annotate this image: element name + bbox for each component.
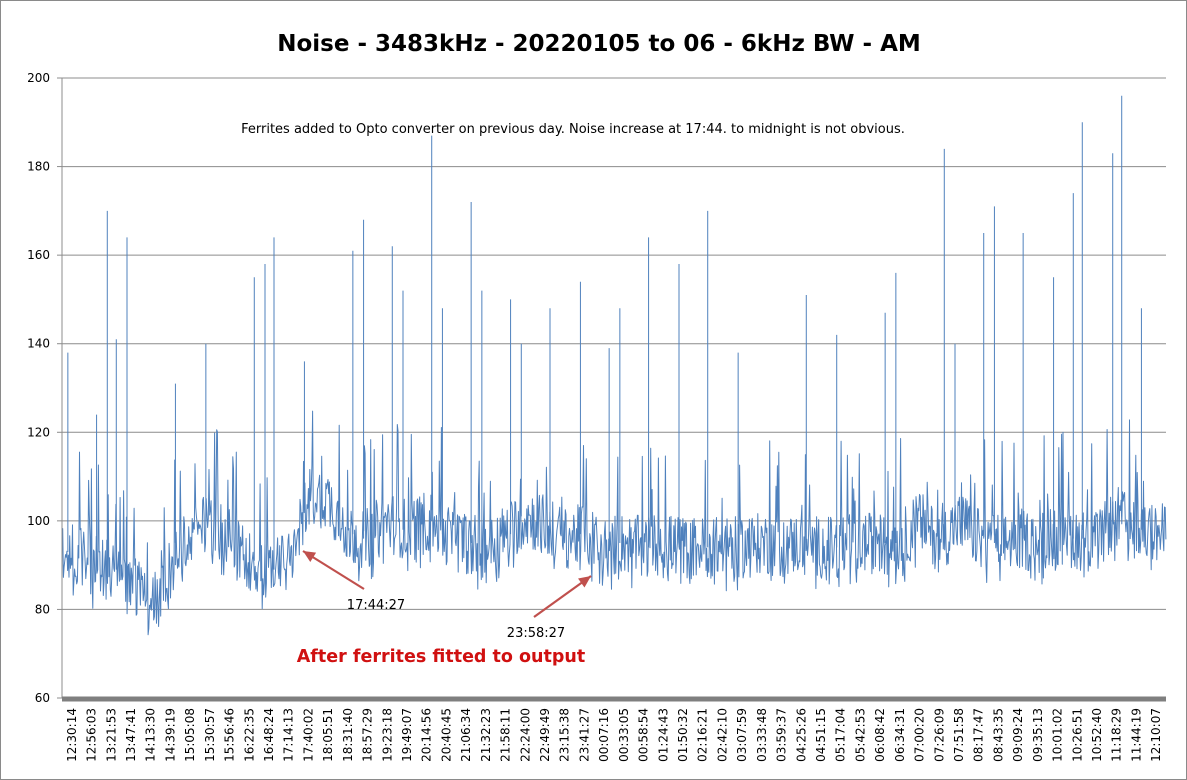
- series-layer: [61, 95, 1167, 636]
- x-tick-label: 09:09:24: [1011, 708, 1025, 762]
- y-tick-label: 120: [27, 425, 50, 439]
- y-tick-label: 180: [27, 160, 50, 174]
- x-tick-label: 03:59:37: [775, 708, 789, 762]
- x-tick-label: 14:13:30: [144, 708, 158, 762]
- gridlines: [62, 77, 1166, 610]
- x-tick-label: 23:41:27: [577, 708, 591, 762]
- arrow-2-label: 23:58:27: [507, 626, 565, 641]
- x-tick-label: 18:57:29: [361, 708, 375, 762]
- x-tick-label: 07:26:09: [932, 708, 946, 762]
- x-tick-label: 00:58:54: [637, 708, 651, 762]
- x-tick-label: 15:56:46: [223, 708, 237, 762]
- x-tick-label: 06:08:42: [873, 708, 887, 762]
- x-tick-label: 01:24:43: [656, 708, 670, 762]
- x-tick-label: 17:40:02: [301, 708, 315, 762]
- y-tick-label: 160: [27, 248, 50, 262]
- x-tick-label: 22:24:00: [518, 708, 532, 762]
- x-tick-label: 01:50:32: [676, 708, 690, 762]
- x-tick-label: 10:52:40: [1090, 708, 1104, 762]
- x-tick-label: 07:00:20: [913, 708, 927, 762]
- arrow-1-label: 17:44:27: [347, 598, 405, 613]
- x-tick-label: 12:10:07: [1149, 708, 1163, 762]
- y-tick-label: 200: [27, 71, 50, 85]
- x-tick-label: 03:07:59: [735, 708, 749, 762]
- y-axis-ticks: 60 80 100 120 140 160 180 200: [27, 71, 62, 705]
- axes: [61, 78, 1166, 702]
- arrow-2358: [533, 575, 592, 618]
- x-tick-label: 20:14:56: [420, 708, 434, 762]
- x-tick-label: 15:05:08: [183, 708, 197, 762]
- x-tick-label: 06:34:31: [893, 708, 907, 762]
- x-tick-label: 10:01:02: [1051, 708, 1065, 762]
- y-tick-label: 60: [35, 691, 50, 705]
- x-tick-label: 16:22:35: [242, 708, 256, 762]
- ferrites-caption: After ferrites fitted to output: [297, 647, 585, 667]
- arrow-1744: [302, 550, 365, 590]
- x-tick-label: 19:23:18: [380, 708, 394, 762]
- x-tick-label: 00:07:16: [597, 708, 611, 762]
- x-tick-label: 13:47:41: [124, 708, 138, 762]
- note-annotation: Ferrites added to Opto converter on prev…: [241, 122, 905, 137]
- x-tick-label: 05:42:53: [853, 708, 867, 762]
- x-tick-label: 10:26:51: [1070, 708, 1084, 762]
- x-tick-label: 19:49:07: [400, 708, 414, 762]
- x-tick-label: 15:30:57: [203, 708, 217, 762]
- x-tick-label: 05:17:04: [834, 708, 848, 762]
- x-tick-label: 16:48:24: [262, 708, 276, 762]
- x-tick-label: 09:35:13: [1031, 708, 1045, 762]
- x-tick-label: 12:56:03: [85, 708, 99, 762]
- x-tick-label: 18:05:51: [321, 708, 335, 762]
- x-tick-label: 11:18:29: [1110, 708, 1124, 762]
- x-tick-label: 08:17:47: [972, 708, 986, 762]
- x-tick-label: 12:30:14: [65, 708, 79, 762]
- x-tick-label: 13:21:53: [104, 708, 118, 762]
- x-axis-ticks: 12:30:14 12:56:03 13:21:53 13:47:41 14:13:30…: [65, 708, 1163, 762]
- chart-title: Noise - 3483kHz - 20220105 to 06 - 6kHz …: [277, 31, 921, 57]
- x-tick-label: 11:44:19: [1129, 708, 1143, 762]
- x-tick-label: 02:16:21: [696, 708, 710, 762]
- x-tick-label: 02:42:10: [715, 708, 729, 762]
- x-tick-label: 03:33:48: [755, 708, 769, 762]
- x-tick-label: 14:39:19: [163, 708, 177, 762]
- x-tick-label: 07:51:58: [952, 708, 966, 762]
- annotation-arrows: [302, 550, 592, 618]
- x-tick-label: 21:32:23: [479, 708, 493, 762]
- x-tick-label: 17:14:13: [282, 708, 296, 762]
- x-tick-label: 20:40:45: [439, 708, 453, 762]
- y-tick-label: 140: [27, 337, 50, 351]
- x-tick-label: 04:51:15: [814, 708, 828, 762]
- x-tick-label: 00:33:05: [617, 708, 631, 762]
- x-tick-label: 04:25:26: [794, 708, 808, 762]
- x-tick-label: 22:49:49: [538, 708, 552, 762]
- x-tick-label: 23:15:38: [558, 708, 572, 762]
- y-tick-label: 100: [27, 514, 50, 528]
- x-tick-label: 08:43:35: [991, 708, 1005, 762]
- x-tick-label: 18:31:40: [341, 708, 355, 762]
- x-tick-label: 21:58:11: [499, 708, 513, 762]
- noise-series-line: [61, 410, 1167, 636]
- y-tick-label: 80: [35, 602, 50, 616]
- x-tick-label: 21:06:34: [459, 708, 473, 762]
